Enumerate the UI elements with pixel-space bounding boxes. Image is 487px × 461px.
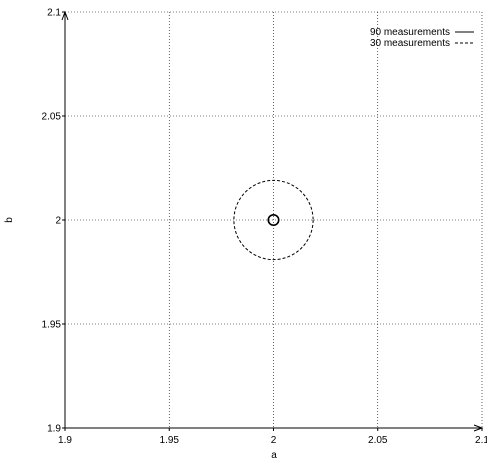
series-group — [233, 179, 314, 261]
x-tick-label: 2 — [271, 435, 277, 446]
x-tick-label: 2.05 — [368, 435, 388, 446]
y-tick-label: 1.9 — [47, 424, 61, 435]
series-circle-30-measurements — [233, 179, 314, 261]
x-tick-labels: 1.9 1.95 2 2.05 2.1 — [58, 428, 487, 446]
y-tick-label: 2.05 — [42, 112, 62, 123]
y-axis-label: b — [4, 217, 15, 223]
legend: 90 measurements 30 measurements — [370, 27, 474, 49]
y-tick-label: 2 — [55, 216, 61, 227]
y-tick-labels: 1.9 1.95 2 2.05 2.1 — [42, 8, 65, 435]
series-circle-90-measurements — [267, 213, 280, 227]
grid-lines — [65, 11, 483, 428]
y-tick-label: 1.95 — [42, 320, 62, 331]
legend-label-90-measurements: 90 measurements — [370, 27, 450, 38]
legend-label-30-measurements: 30 measurements — [370, 38, 450, 49]
x-axis-label: a — [271, 450, 277, 461]
x-tick-label: 1.9 — [58, 435, 72, 446]
x-tick-label: 1.95 — [160, 435, 180, 446]
y-tick-label: 2.1 — [47, 8, 61, 19]
axes — [61, 10, 484, 432]
x-tick-label: 2.1 — [475, 435, 487, 446]
